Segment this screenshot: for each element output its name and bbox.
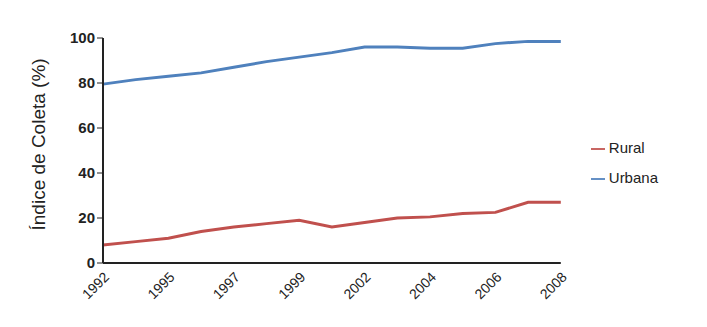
svg-text:1992: 1992: [79, 269, 112, 302]
html-text:Rural: Rural: [608, 139, 645, 156]
svg-text:0: 0: [87, 254, 95, 271]
html-text:Urbana: Urbana: [608, 169, 658, 186]
svg-text:2004: 2004: [406, 269, 439, 302]
svg-text:Índice de Coleta (%): Índice de Coleta (%): [28, 58, 49, 230]
svg-text:1995: 1995: [144, 269, 177, 302]
svg-text:40: 40: [78, 164, 95, 181]
svg-text:1997: 1997: [210, 269, 243, 302]
svg-text:100: 100: [70, 29, 95, 46]
svg-text:2006: 2006: [471, 269, 504, 302]
svg-text:1999: 1999: [275, 269, 308, 302]
svg-text:2002: 2002: [340, 269, 373, 302]
svg-text:2008: 2008: [537, 269, 570, 302]
svg-text:60: 60: [78, 119, 95, 136]
svg-text:20: 20: [78, 209, 95, 226]
svg-text:80: 80: [78, 74, 95, 91]
